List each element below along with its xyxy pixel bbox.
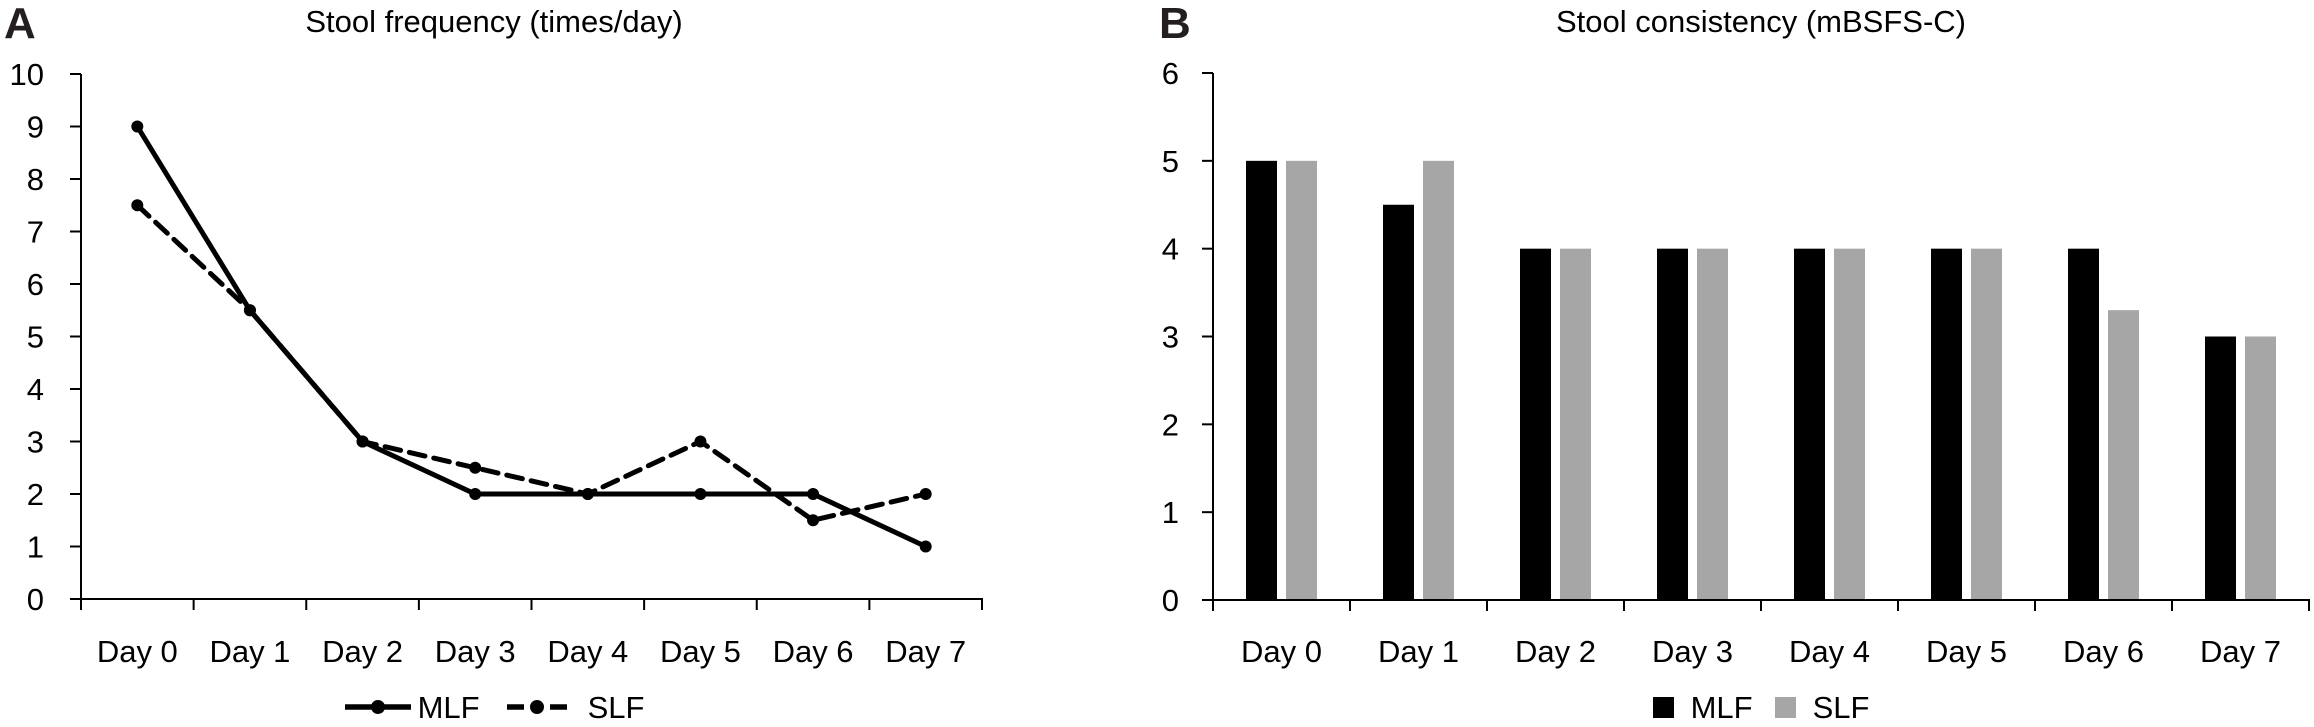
mlf-bar-day-5	[1931, 248, 1962, 600]
slf-bar-day-1	[1423, 160, 1454, 601]
y-tick-label: 0	[1162, 583, 1179, 618]
mlf-marker-day-3	[469, 488, 482, 500]
mlf-bar-day-2	[1520, 248, 1551, 600]
stool-consistency-bar-chart: 0 1 2 3 4 5 6 Day 0 Day 1 Day 2 Day 3 Day 4 Day 5 Day…	[1162, 56, 2310, 669]
x-category-label: Day 3	[435, 634, 516, 669]
x-category-label: Day 7	[2200, 634, 2281, 669]
slf-marker-day-1	[243, 304, 256, 317]
y-tick-label: 8	[27, 162, 44, 197]
x-category-label: Day 4	[547, 634, 628, 669]
mlf-marker-day-0	[131, 120, 144, 133]
slf-marker-day-0	[131, 199, 144, 212]
x-category-label: Day 5	[660, 634, 741, 669]
mlf-bar-day-4	[1794, 248, 1825, 600]
mlf-bar-day-3	[1657, 248, 1688, 600]
legend-item-mlf: MLF	[1652, 689, 1753, 725]
legend-label-slf: SLF	[587, 689, 645, 725]
mlf-marker-day-6	[807, 488, 820, 500]
panel-b-legend: MLF SLF	[1213, 687, 2309, 727]
slf-bar-day-5	[1971, 248, 2002, 600]
panel-b-title: Stool consistency (mBSFS-C)	[1556, 4, 1966, 39]
mlf-solid-line-swatch-icon	[344, 700, 411, 714]
legend-label-mlf: MLF	[417, 689, 480, 725]
legend-label-mlf: MLF	[1690, 689, 1753, 725]
x-category-label: Day 3	[1652, 634, 1733, 669]
slf-marker-day-7	[919, 488, 932, 500]
slf-bar-day-3	[1697, 248, 1728, 600]
x-category-label: Day 1	[1378, 634, 1459, 669]
x-category-label: Day 6	[773, 634, 854, 669]
mlf-bar-day-6	[2068, 248, 2099, 600]
y-tick-label: 3	[27, 425, 44, 460]
slf-marker-day-3	[469, 461, 482, 474]
y-tick-label: 5	[1162, 144, 1179, 179]
y-tick-label: 0	[27, 582, 44, 617]
stool-frequency-line-chart: 0 1 2 3 4 5 6 7 8 9 10 Day 0 Day 1 Day 2 Day 3 Day 4 Day…	[10, 57, 983, 669]
y-tick-label: 4	[27, 372, 44, 407]
y-tick-label: 6	[27, 267, 44, 302]
slf-bar-day-2	[1560, 248, 1591, 600]
mlf-black-square-swatch-icon	[1652, 696, 1674, 718]
y-tick-label: 3	[1162, 320, 1179, 355]
x-category-label: Day 7	[885, 634, 966, 669]
y-tick-label: 7	[27, 215, 44, 250]
mlf-marker-day-5	[694, 488, 707, 500]
y-tick-label: 2	[1162, 407, 1179, 442]
slf-marker-day-5	[694, 435, 707, 448]
panel-a: A Stool frequency (times/day) 0 1 2 3 4 5 6 7 8 9…	[0, 0, 1157, 725]
panel-a-legend: MLF SLF	[0, 687, 988, 727]
y-tick-label: 9	[27, 110, 44, 145]
panel-b-letter: B	[1159, 0, 1191, 48]
slf-bar-day-7	[2245, 336, 2276, 600]
y-tick-label: 1	[27, 530, 44, 565]
panel-b: B Stool consistency (mBSFS-C) 0 1 2 3 4 5 6 Day…	[1157, 0, 2314, 725]
mlf-line	[134, 124, 929, 549]
slf-marker-day-2	[356, 435, 369, 448]
slf-bar-day-6	[2108, 310, 2139, 600]
y-tick-label: 4	[1162, 232, 1179, 267]
x-category-label: Day 4	[1789, 634, 1870, 669]
slf-gray-square-swatch-icon	[1774, 696, 1796, 718]
mlf-marker-day-7	[919, 540, 932, 553]
panel-a-letter: A	[4, 0, 36, 48]
slf-marker-day-4	[581, 488, 594, 500]
panel-a-title: Stool frequency (times/day)	[305, 4, 683, 39]
slf-dashed-line-swatch-icon	[506, 700, 567, 714]
x-category-label: Day 5	[1926, 634, 2007, 669]
x-category-label: Day 0	[97, 634, 178, 669]
legend-label-slf: SLF	[1812, 689, 1870, 725]
legend-item-mlf: MLF	[344, 692, 480, 723]
x-category-label: Day 1	[209, 634, 290, 669]
x-category-label: Day 2	[1515, 634, 1596, 669]
x-category-label: Day 0	[1241, 634, 1322, 669]
slf-bar-day-0	[1286, 160, 1317, 601]
x-category-label: Day 2	[322, 634, 403, 669]
y-tick-label: 5	[27, 320, 44, 355]
mlf-bar-day-1	[1383, 204, 1414, 600]
y-tick-label: 6	[1162, 56, 1179, 91]
x-category-label: Day 6	[2063, 634, 2144, 669]
y-tick-label: 2	[27, 477, 44, 512]
slf-marker-day-6	[807, 514, 820, 527]
y-tick-label: 1	[1162, 495, 1179, 530]
legend-item-slf: SLF	[1774, 689, 1870, 725]
legend-item-slf: SLF	[506, 689, 645, 725]
slf-bar-day-4	[1834, 248, 1865, 600]
mlf-bar-day-7	[2205, 336, 2236, 600]
mlf-bar-day-0	[1246, 160, 1277, 601]
slf-line	[134, 202, 929, 523]
y-tick-label: 10	[10, 57, 44, 92]
